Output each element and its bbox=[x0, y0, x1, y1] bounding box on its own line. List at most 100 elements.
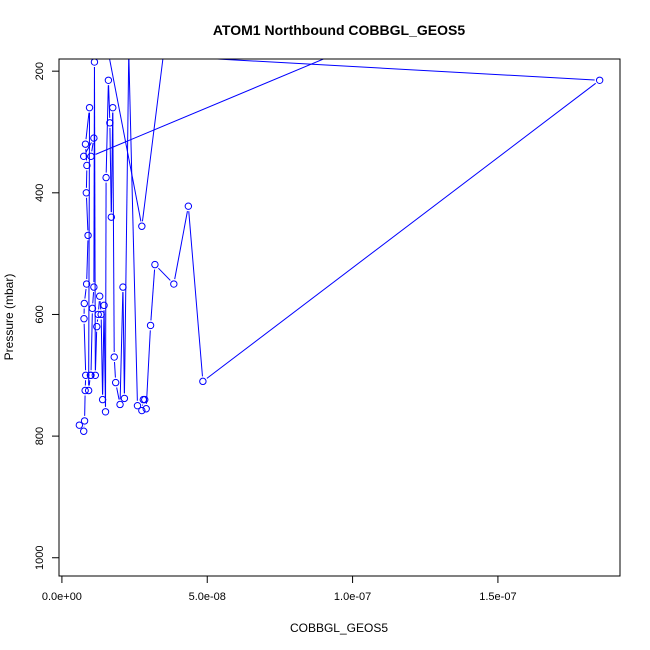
data-point bbox=[151, 260, 159, 269]
series-line-segment bbox=[108, 85, 111, 118]
data-point bbox=[94, 310, 102, 319]
series-line-segment bbox=[119, 292, 124, 400]
data-point bbox=[100, 301, 108, 310]
data-point bbox=[138, 222, 146, 230]
series-line-segment bbox=[141, 59, 164, 222]
data-point bbox=[97, 310, 105, 319]
x-tick-label: 5.0e-08 bbox=[189, 591, 226, 603]
series-line-segment bbox=[100, 319, 104, 395]
series-line-segment bbox=[102, 310, 105, 395]
x-tick-label: 1.5e-07 bbox=[479, 591, 516, 603]
series-line-segment bbox=[116, 387, 120, 400]
data-point bbox=[80, 299, 88, 308]
series-line-segment bbox=[83, 323, 87, 371]
data-point bbox=[87, 152, 95, 161]
data-point bbox=[90, 59, 99, 66]
series-line-segment bbox=[91, 142, 94, 152]
data-point bbox=[82, 280, 91, 288]
series-line-segment bbox=[109, 127, 112, 213]
y-tick-label: 600 bbox=[34, 305, 46, 323]
data-point bbox=[116, 400, 124, 409]
chart-title: ATOM1 Northbound COBBGL_GEOS5 bbox=[213, 22, 465, 38]
data-point bbox=[81, 386, 89, 395]
data-point bbox=[87, 371, 95, 379]
data-point bbox=[170, 280, 178, 288]
y-tick-label: 400 bbox=[34, 184, 46, 202]
y-tick-label: 200 bbox=[34, 62, 46, 80]
data-point bbox=[85, 103, 94, 112]
series-line-segment bbox=[123, 59, 130, 394]
series-line-segment bbox=[112, 112, 115, 353]
data-point bbox=[119, 283, 127, 291]
series-line-segment bbox=[94, 331, 98, 371]
series-line-segment bbox=[90, 313, 93, 371]
series-line-segment bbox=[158, 267, 171, 281]
data-point bbox=[81, 140, 90, 148]
data-point bbox=[101, 408, 110, 416]
x-tick-label: 1.0e-07 bbox=[334, 591, 371, 603]
data-point bbox=[88, 304, 97, 313]
series-line-segment bbox=[128, 59, 138, 401]
series-line-segment bbox=[86, 197, 89, 231]
series-line-segment bbox=[92, 292, 95, 304]
data-point bbox=[138, 406, 146, 415]
series-line-segment bbox=[150, 269, 156, 321]
series-line-segment bbox=[188, 211, 203, 377]
data-point bbox=[184, 202, 193, 210]
series-line-segment bbox=[109, 59, 142, 222]
data-point bbox=[84, 386, 93, 395]
data-point bbox=[82, 189, 91, 197]
series-line-segment bbox=[145, 330, 151, 404]
data-point bbox=[120, 394, 129, 403]
data-point bbox=[109, 103, 117, 112]
series-line-segment bbox=[98, 301, 100, 310]
data-point bbox=[146, 321, 155, 330]
series-line-segment bbox=[114, 362, 116, 378]
data-point bbox=[95, 292, 104, 300]
data-point bbox=[142, 405, 150, 413]
data-point bbox=[199, 377, 207, 386]
y-axis-label: Pressure (mbar) bbox=[2, 274, 16, 361]
series-line-segment bbox=[174, 211, 188, 280]
data-point bbox=[595, 76, 604, 84]
y-tick-label: 1000 bbox=[34, 546, 46, 570]
series-line-segment bbox=[95, 59, 325, 155]
data-point bbox=[102, 173, 110, 182]
data-point bbox=[111, 378, 120, 387]
data-point bbox=[110, 353, 118, 361]
series-line-segment bbox=[88, 380, 91, 386]
series-line-segment bbox=[105, 85, 109, 173]
y-tick-label: 800 bbox=[34, 427, 46, 445]
series-line-segment bbox=[122, 292, 125, 394]
series-line-segment bbox=[88, 112, 91, 386]
series-line-segment bbox=[105, 182, 107, 407]
data-point bbox=[90, 134, 98, 142]
data-point bbox=[91, 371, 100, 379]
data-point bbox=[133, 401, 142, 410]
data-point bbox=[84, 231, 92, 240]
data-point bbox=[104, 76, 113, 84]
data-point bbox=[80, 152, 88, 161]
axes: 0.0e+00 5.0e-08 1.0e-07 1.5e-07 200 400 600 800… bbox=[34, 62, 517, 603]
series-line-segment bbox=[208, 59, 595, 81]
data-point bbox=[83, 161, 91, 170]
series-line-segment bbox=[85, 142, 92, 153]
x-axis-label: COBBGL_GEOS5 bbox=[290, 621, 388, 635]
data-point bbox=[141, 395, 149, 404]
data-point bbox=[75, 421, 84, 429]
series-line-segment bbox=[85, 112, 90, 140]
data-point bbox=[90, 283, 98, 291]
data-point bbox=[107, 213, 116, 221]
data-point bbox=[93, 322, 101, 331]
plot-area bbox=[75, 59, 604, 435]
series-line-segment bbox=[206, 82, 596, 379]
x-tick-label: 0.0e+00 bbox=[42, 591, 82, 603]
series-line-segment bbox=[84, 288, 87, 299]
series-line-segment bbox=[86, 240, 89, 280]
series-line-segment bbox=[93, 67, 96, 371]
data-point bbox=[98, 395, 107, 404]
data-point bbox=[82, 371, 90, 379]
data-point bbox=[106, 119, 114, 127]
